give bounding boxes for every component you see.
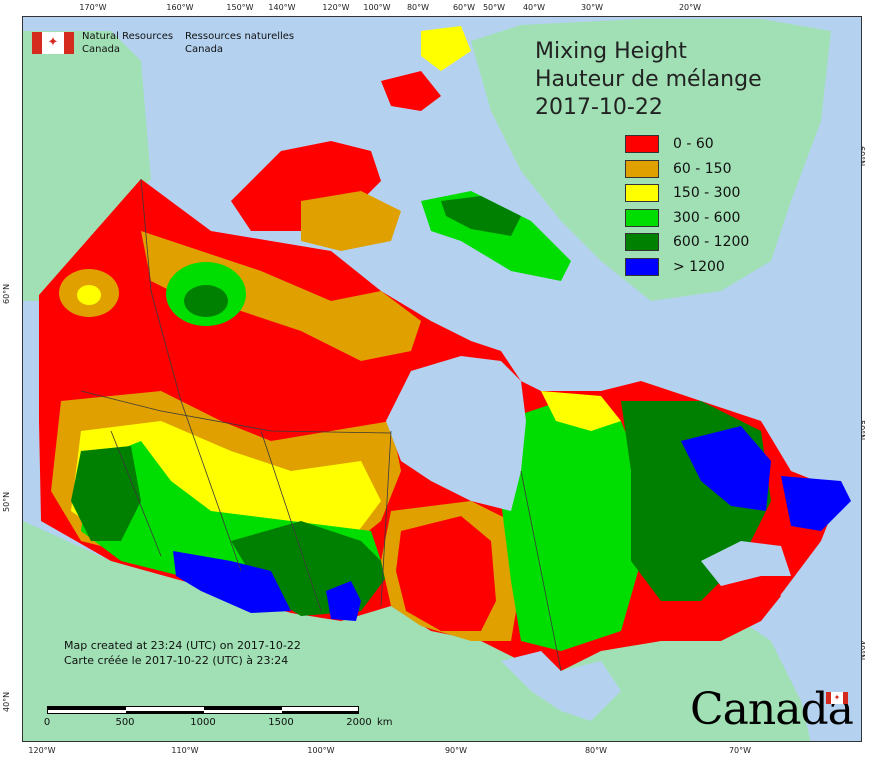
border-yukon-nwt <box>140 178 182 402</box>
scale-bar: 0 500 1000 1500 2000 km <box>40 702 410 732</box>
legend-label: 60 - 150 <box>673 160 732 177</box>
title-fr: Hauteur de mélange <box>535 67 762 92</box>
agency-name-en-line2: Canada <box>82 44 121 55</box>
legend-swatch <box>625 159 659 178</box>
legend-label: > 1200 <box>673 258 725 275</box>
tick-label: 170°W <box>79 3 107 12</box>
zone-above-1200-newfoundland <box>781 476 851 531</box>
zone-60-150-arctic <box>301 191 401 251</box>
provincial-borders <box>80 178 562 672</box>
tick-label: 50°N <box>2 491 11 512</box>
border-60th-parallel <box>80 390 392 434</box>
border-manitoba-ontario <box>380 430 392 607</box>
creation-note-en: Map created at 23:24 (UTC) on 2017-10-22 <box>64 639 301 652</box>
tick-label: 60°W <box>452 3 476 12</box>
tick-label: 110°W <box>171 746 199 755</box>
creation-note: Map created at 23:24 (UTC) on 2017-10-22… <box>64 638 301 668</box>
tick-label: 70°W <box>728 746 752 755</box>
legend-swatch <box>625 257 659 276</box>
tick-label: 30°W <box>580 3 604 12</box>
tick-label: 100°W <box>363 3 391 12</box>
zone-above-1200-manitoba <box>326 581 361 621</box>
title-date: 2017-10-22 <box>535 95 663 120</box>
zone-0-60-ontario <box>396 516 496 631</box>
title-en: Mixing Height <box>535 39 687 64</box>
hudson-bay <box>386 356 526 511</box>
zone-150-300-quebec <box>541 391 621 431</box>
border-bc-alberta <box>110 430 162 557</box>
scale-tick-label: 2000 <box>346 717 372 728</box>
agency-name-en: Natural Resources Canada <box>82 30 192 56</box>
tick-label: 40°W <box>522 3 546 12</box>
tick-label: 60°N <box>2 283 11 304</box>
border-alberta-sask <box>180 400 242 572</box>
zone-600-1200-bc <box>71 446 141 541</box>
border-sask-manitoba <box>260 430 322 612</box>
legend-swatch <box>625 135 659 153</box>
gulf-of-st-lawrence <box>701 541 791 586</box>
map-title: Mixing Height Hauteur de mélange 2017-10… <box>535 38 762 122</box>
tick-label: 40°N <box>2 691 11 712</box>
agency-name-en-line1: Natural Resources <box>82 31 174 42</box>
tick-label: 20°W <box>678 3 702 12</box>
zone-above-1200-labrador <box>681 426 771 511</box>
tick-label: 50°W <box>482 3 506 12</box>
tick-label: 90°W <box>444 746 468 755</box>
agency-name-fr-line2: Canada <box>185 44 224 55</box>
tick-label: 160°W <box>166 3 194 12</box>
wordmark-flag-icon: ✦ <box>826 692 848 704</box>
alaska-land <box>23 31 151 301</box>
canada-flag-icon: ✦ <box>32 32 74 54</box>
scale-bar-graphic <box>47 706 359 714</box>
zone-150-300-arctic <box>421 26 471 71</box>
legend-label: 300 - 600 <box>673 209 741 226</box>
agency-name-fr-line1: Ressources naturelles <box>185 31 295 42</box>
map-canvas <box>22 16 862 742</box>
legend-label: 600 - 1200 <box>673 234 750 251</box>
tick-label: 120°W <box>28 746 56 755</box>
legend-label: 150 - 300 <box>673 185 741 202</box>
zone-300-600-quebec <box>501 401 641 651</box>
great-lakes <box>501 651 621 721</box>
scale-tick-label: 0 <box>43 717 51 728</box>
tick-label: 140°W <box>268 3 296 12</box>
border-ontario-quebec <box>520 470 562 672</box>
zone-0-60-ellesmere <box>381 71 441 111</box>
tick-label: 80°W <box>406 3 430 12</box>
agency-name-fr: Ressources naturelles Canada <box>185 30 295 56</box>
zone-600-1200-nwt <box>184 285 228 317</box>
zone-above-1200-prairies <box>173 551 291 613</box>
zone-600-1200-baffin <box>441 196 521 236</box>
mixing-height-map <box>23 17 861 741</box>
tick-label: 150°W <box>226 3 254 12</box>
tick-label: 120°W <box>322 3 350 12</box>
scale-tick-label: 1500 <box>268 717 294 728</box>
creation-note-fr: Carte créée le 2017-10-22 (UTC) à 23:24 <box>64 654 289 667</box>
legend-label: 0 - 60 <box>673 136 714 152</box>
tick-label: 100°W <box>307 746 335 755</box>
zone-0-60-maritimes <box>721 576 781 621</box>
zone-150-300-yukon <box>77 285 101 305</box>
legend-swatch <box>625 208 659 227</box>
legend-swatch <box>625 184 659 203</box>
tick-label: 80°W <box>584 746 608 755</box>
legend-swatch <box>625 233 659 252</box>
scale-tick-label: 1000 <box>190 717 216 728</box>
scale-unit: km <box>377 717 393 728</box>
scale-tick-label: 500 <box>115 717 135 728</box>
